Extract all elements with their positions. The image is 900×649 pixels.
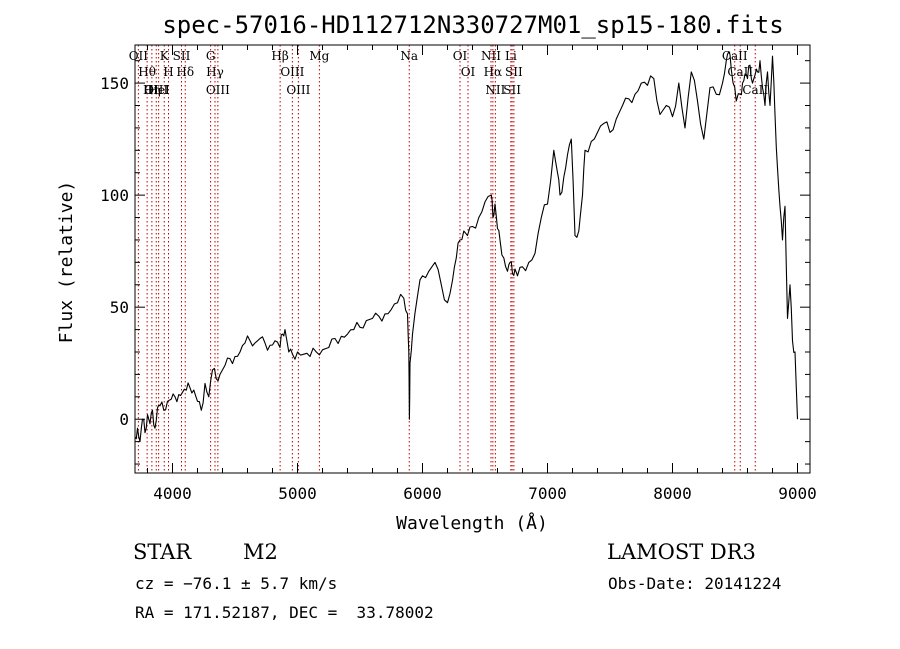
line-marker-label: OII — [129, 49, 149, 63]
line-marker-label: OI — [461, 65, 476, 79]
survey-name: LAMOST DR3 — [607, 540, 756, 564]
x-tick-label: 7000 — [528, 484, 567, 503]
spectrum-series-line — [135, 51, 799, 443]
line-marker-label: Hα — [484, 65, 503, 79]
x-tick-label: 6000 — [403, 484, 442, 503]
line-marker-label: Hδ — [176, 65, 194, 79]
chart-title: spec-57016-HD112712N330727M01_sp15-180.f… — [162, 11, 783, 39]
x-axis-label: Wavelength (Å) — [396, 512, 548, 534]
x-tick-label: 9000 — [778, 484, 817, 503]
subclass: M2 — [243, 540, 278, 564]
line-marker-label: NII — [485, 83, 505, 97]
line-marker-label: Hγ — [206, 65, 224, 79]
line-marker-label: Hβ — [271, 49, 288, 63]
line-marker-label: NII — [481, 49, 501, 63]
line-marker-label: OIII — [286, 83, 310, 97]
y-axis-label: Flux (relative) — [56, 181, 77, 344]
x-tick-label: 8000 — [653, 484, 692, 503]
redshift: cz = −76.1 ± 5.7 km/s — [135, 574, 338, 593]
x-tick-label: 5000 — [278, 484, 317, 503]
line-marker-label: Hθ — [138, 65, 156, 79]
line-marker-label: OIII — [144, 83, 168, 97]
line-marker-label: OI — [453, 49, 468, 63]
line-marker-label: HeI — [147, 83, 170, 97]
line-marker-label: K — [160, 49, 170, 63]
line-marker-label: SII — [503, 83, 521, 97]
coordinates: RA = 171.52187, DEC = 33.78002 — [135, 603, 434, 622]
plot-frame — [134, 44, 811, 474]
y-tick-label: 50 — [110, 298, 129, 317]
line-marker-label: Hη — [143, 83, 161, 97]
line-marker-label: H — [163, 65, 173, 79]
y-tick-label: 150 — [100, 74, 129, 93]
y-tick-label: 0 — [119, 410, 129, 429]
x-tick-label: 4000 — [153, 484, 192, 503]
line-marker-label: OIII — [280, 65, 304, 79]
object-class: STAR — [133, 540, 192, 564]
line-marker-label: Li — [505, 49, 517, 63]
obs-date: Obs-Date: 20141224 — [608, 574, 782, 593]
line-marker-label: CaII — [742, 83, 768, 97]
line-marker-label: SII — [173, 49, 191, 63]
line-marker-label: OIII — [206, 83, 230, 97]
line-marker-label: Mg — [309, 49, 329, 63]
line-marker-label: SII — [505, 65, 523, 79]
line-marker-label: Na — [400, 49, 418, 63]
line-marker-label: G — [206, 49, 216, 63]
y-tick-label: 100 — [100, 186, 129, 205]
